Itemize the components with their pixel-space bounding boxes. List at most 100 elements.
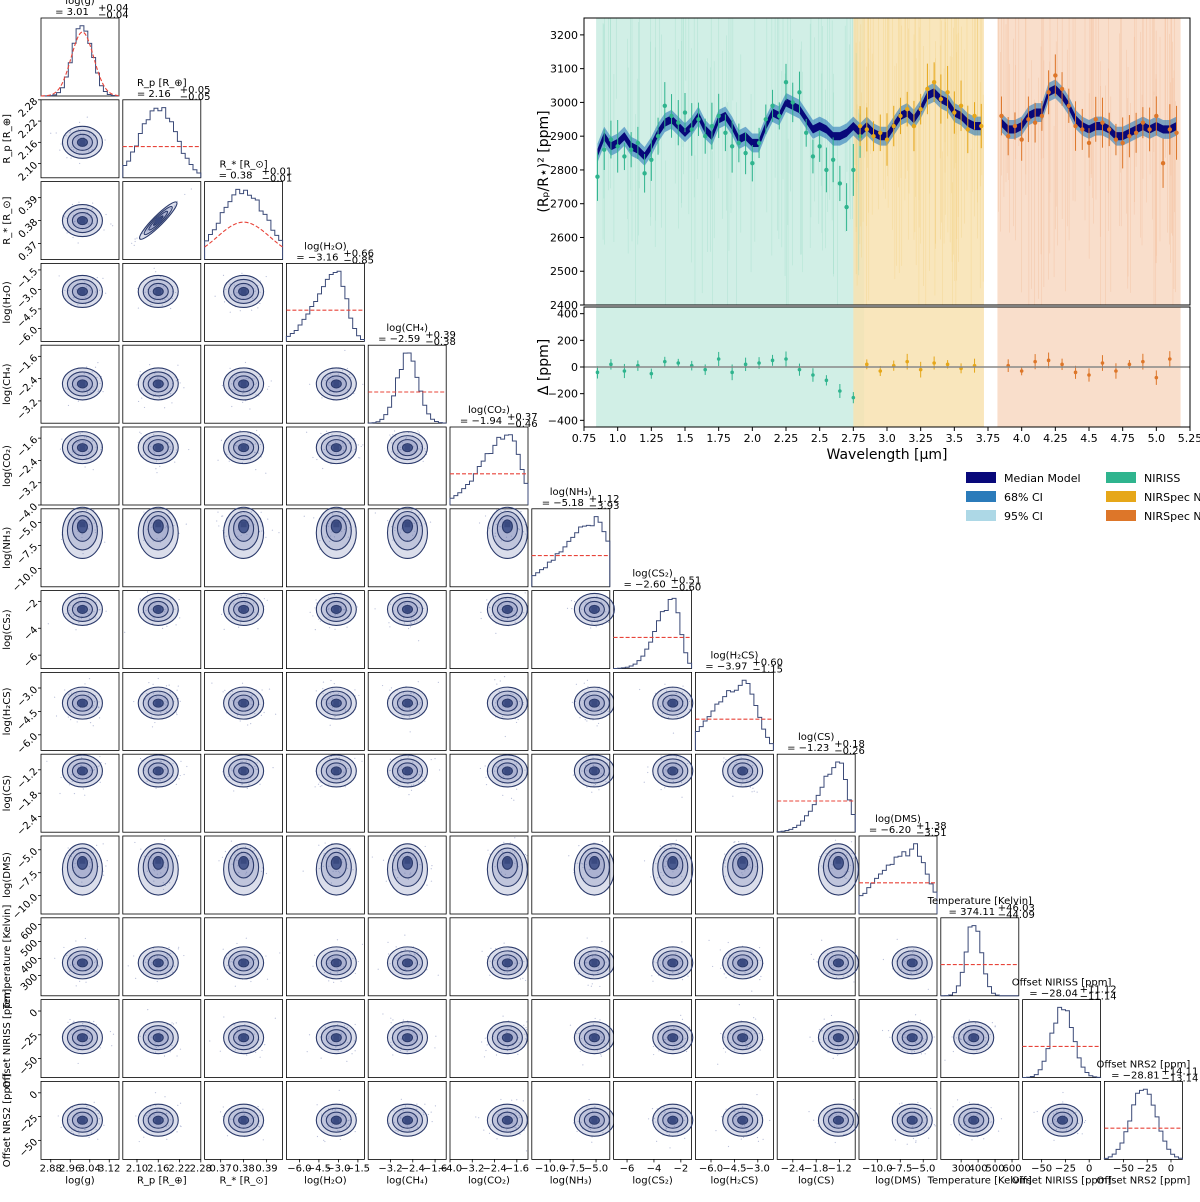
pair-panel-3-2 bbox=[204, 262, 284, 342]
sample-dot bbox=[519, 978, 522, 980]
sample-dot bbox=[392, 1019, 394, 1021]
sample-dot bbox=[90, 459, 92, 461]
pair-panel-9-1 bbox=[122, 753, 202, 833]
sample-dot bbox=[427, 1113, 429, 1116]
x-tick-label: −4.5 bbox=[722, 1163, 746, 1174]
sample-dot bbox=[103, 1124, 105, 1126]
sample-dot bbox=[354, 1130, 356, 1133]
sample-dot bbox=[907, 1020, 910, 1022]
sample-dot bbox=[598, 789, 600, 791]
sample-dot bbox=[164, 369, 166, 371]
residual-point bbox=[609, 362, 613, 367]
sample-dot bbox=[249, 408, 251, 410]
sample-dot bbox=[88, 678, 91, 680]
sample-dot bbox=[179, 1048, 182, 1050]
sample-dot bbox=[1000, 1118, 1003, 1120]
pair-panel-11-1 bbox=[122, 917, 202, 997]
x-tick-label: −3.0 bbox=[746, 1163, 770, 1174]
param-sub-5: −0.46 bbox=[507, 419, 538, 430]
sample-dot bbox=[351, 1053, 353, 1055]
density-peak bbox=[669, 700, 676, 707]
sample-dot bbox=[147, 1009, 149, 1011]
density-peak bbox=[739, 1117, 746, 1124]
sample-dot bbox=[59, 149, 61, 151]
sample-dot bbox=[89, 722, 92, 724]
pair-panel-6-0 bbox=[40, 506, 120, 588]
pair-panel-9-4 bbox=[367, 753, 447, 833]
residual-point bbox=[649, 371, 654, 376]
data-point-nirspec-nrs2 bbox=[1167, 127, 1173, 132]
sample-dot bbox=[578, 845, 580, 847]
data-point-nirspec-nrs1 bbox=[945, 90, 950, 95]
sample-dot bbox=[233, 284, 236, 286]
sample-dot bbox=[261, 1049, 263, 1052]
sample-dot bbox=[86, 392, 88, 394]
sample-dot bbox=[496, 683, 498, 685]
density-peak bbox=[155, 380, 162, 387]
data-point-nirspec-nrs1 bbox=[938, 96, 944, 102]
pair-panel-13-8 bbox=[695, 1081, 774, 1160]
pair-panel-13-1 bbox=[122, 1081, 202, 1160]
sample-dot bbox=[526, 1029, 528, 1031]
density-peak bbox=[333, 380, 340, 387]
sample-dot bbox=[55, 715, 58, 717]
sample-dot bbox=[513, 799, 515, 801]
pair-panel-7-2 bbox=[204, 590, 284, 669]
sample-dot bbox=[524, 592, 526, 594]
sample-dot bbox=[218, 860, 220, 862]
sample-dot bbox=[516, 788, 518, 790]
sample-dot bbox=[832, 1057, 834, 1059]
y-tick-label: −6.0 bbox=[15, 325, 40, 350]
residual-point bbox=[865, 362, 869, 367]
sample-dot bbox=[95, 291, 97, 293]
histogram-11 bbox=[940, 925, 1019, 997]
sample-dot bbox=[813, 1119, 815, 1121]
density-peak bbox=[404, 700, 411, 707]
sample-dot bbox=[168, 684, 170, 686]
sample-dot bbox=[722, 1047, 725, 1049]
sample-dot bbox=[390, 1022, 392, 1024]
sample-dot bbox=[359, 457, 361, 459]
density-peak bbox=[79, 857, 86, 864]
sample-dot bbox=[338, 453, 340, 455]
sample-dot bbox=[738, 841, 740, 843]
data-point-niriss bbox=[844, 204, 849, 210]
sample-dot bbox=[1081, 1133, 1083, 1135]
sample-dot bbox=[73, 792, 76, 795]
x-axis-label-8: log(H₂CS) bbox=[710, 1175, 758, 1186]
sample-dot bbox=[390, 1017, 392, 1019]
sample-dot bbox=[350, 377, 352, 379]
residual-point bbox=[676, 361, 681, 365]
sample-dot bbox=[158, 396, 160, 399]
sample-dot bbox=[329, 444, 331, 447]
diag-frame bbox=[940, 917, 1020, 997]
sample-dot bbox=[247, 377, 249, 380]
y-tick-label: 0.38 bbox=[17, 217, 41, 241]
sample-dot bbox=[237, 300, 240, 302]
pair-panel-4-2 bbox=[204, 344, 284, 424]
sample-dot bbox=[142, 454, 144, 456]
sample-dot bbox=[238, 626, 240, 628]
y-tick-label: −3.0 bbox=[15, 684, 40, 709]
sample-dot bbox=[407, 627, 410, 630]
sample-dot bbox=[255, 394, 257, 396]
sample-dot bbox=[318, 618, 320, 620]
sample-dot bbox=[519, 1133, 521, 1135]
sample-dot bbox=[84, 683, 86, 685]
sample-dot bbox=[85, 214, 87, 216]
density-peak bbox=[333, 959, 340, 966]
density-peak bbox=[79, 959, 86, 966]
sample-dot bbox=[85, 981, 87, 983]
x-tick-label: −5.0 bbox=[911, 1163, 935, 1174]
sample-dot bbox=[719, 949, 721, 951]
param-title-10: log(DMS) bbox=[875, 814, 921, 825]
sample-dot bbox=[321, 397, 323, 399]
density-peak bbox=[79, 139, 86, 146]
sample-dot bbox=[73, 220, 76, 223]
density-peak bbox=[333, 700, 340, 707]
sample-dot bbox=[152, 450, 155, 452]
sample-dot bbox=[332, 377, 334, 380]
sample-dot bbox=[185, 523, 187, 525]
residual-point bbox=[1168, 357, 1172, 361]
sample-dot bbox=[139, 370, 141, 373]
